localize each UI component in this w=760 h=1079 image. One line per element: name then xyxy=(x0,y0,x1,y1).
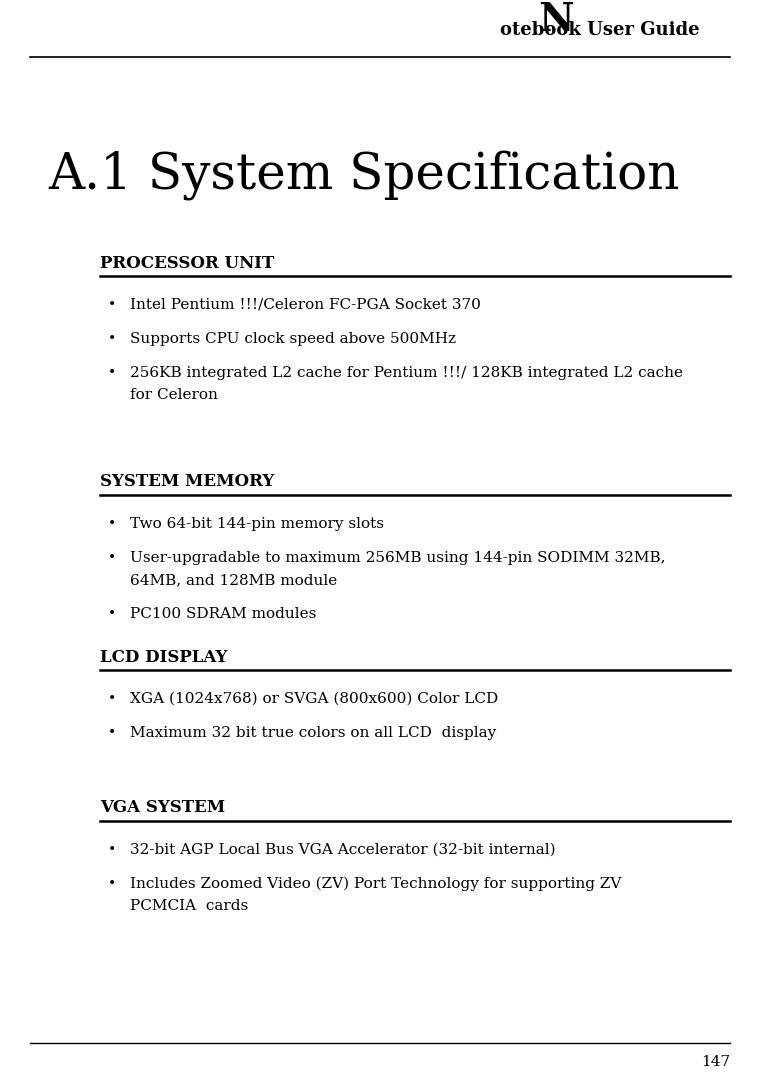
Text: Supports CPU clock speed above 500MHz: Supports CPU clock speed above 500MHz xyxy=(130,332,456,346)
Text: LCD DISPLAY: LCD DISPLAY xyxy=(100,648,227,666)
Text: User-upgradable to maximum 256MB using 144-pin SODIMM 32MB,: User-upgradable to maximum 256MB using 1… xyxy=(130,551,666,565)
Text: •: • xyxy=(108,366,116,380)
Text: •: • xyxy=(108,551,116,565)
Text: •: • xyxy=(108,843,116,857)
Text: for Celeron: for Celeron xyxy=(130,388,218,402)
Text: •: • xyxy=(108,607,116,622)
Text: otebook User Guide: otebook User Guide xyxy=(500,21,700,39)
Text: •: • xyxy=(108,332,116,346)
Text: PROCESSOR UNIT: PROCESSOR UNIT xyxy=(100,255,274,272)
Text: PC100 SDRAM modules: PC100 SDRAM modules xyxy=(130,607,316,622)
Text: 147: 147 xyxy=(701,1055,730,1069)
Text: 32-bit AGP Local Bus VGA Accelerator (32-bit internal): 32-bit AGP Local Bus VGA Accelerator (32… xyxy=(130,843,556,857)
Text: Intel Pentium !!!/Celeron FC-PGA Socket 370: Intel Pentium !!!/Celeron FC-PGA Socket … xyxy=(130,298,481,312)
Text: XGA (1024x768) or SVGA (800x600) Color LCD: XGA (1024x768) or SVGA (800x600) Color L… xyxy=(130,692,499,706)
Text: Two 64-bit 144-pin memory slots: Two 64-bit 144-pin memory slots xyxy=(130,517,384,531)
Text: PCMCIA  cards: PCMCIA cards xyxy=(130,899,249,913)
Text: •: • xyxy=(108,692,116,706)
Text: 256KB integrated L2 cache for Pentium !!!/ 128KB integrated L2 cache: 256KB integrated L2 cache for Pentium !!… xyxy=(130,366,683,380)
Text: SYSTEM MEMORY: SYSTEM MEMORY xyxy=(100,474,274,491)
Text: 64MB, and 128MB module: 64MB, and 128MB module xyxy=(130,573,337,587)
Text: •: • xyxy=(108,298,116,312)
Text: Maximum 32 bit true colors on all LCD  display: Maximum 32 bit true colors on all LCD di… xyxy=(130,726,496,740)
Text: VGA SYSTEM: VGA SYSTEM xyxy=(100,800,225,817)
Text: •: • xyxy=(108,877,116,891)
Text: •: • xyxy=(108,517,116,531)
Text: A.1 System Specification: A.1 System Specification xyxy=(48,150,679,200)
Text: •: • xyxy=(108,726,116,740)
Text: N: N xyxy=(538,1,574,39)
Text: Includes Zoomed Video (ZV) Port Technology for supporting ZV: Includes Zoomed Video (ZV) Port Technolo… xyxy=(130,877,622,891)
